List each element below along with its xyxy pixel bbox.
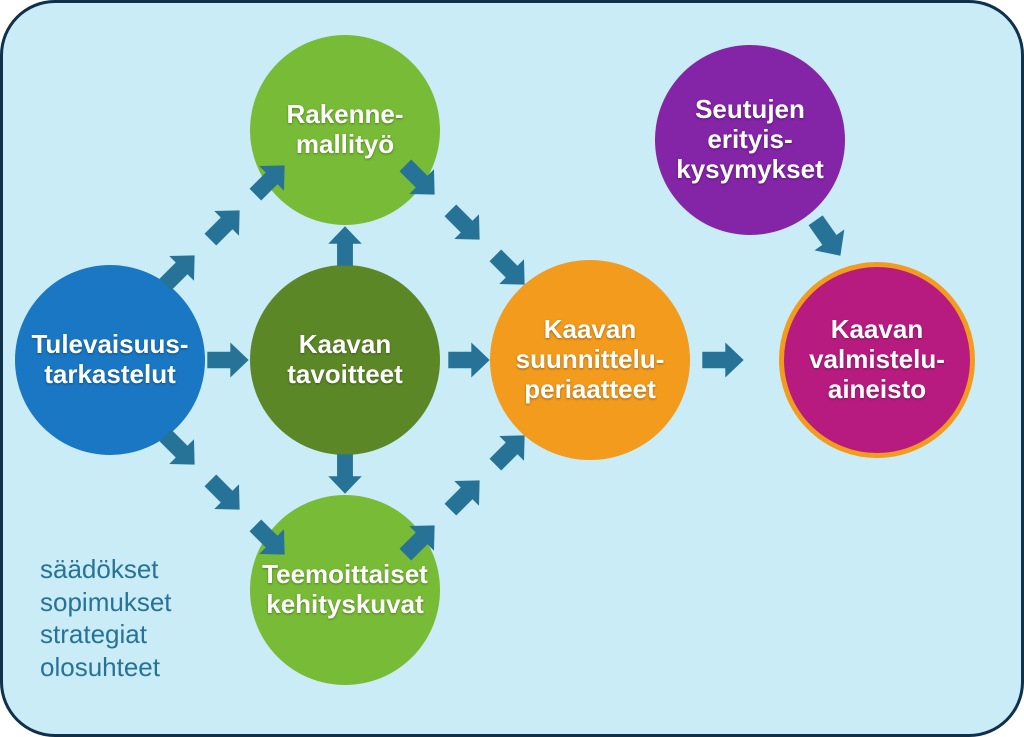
node-seutujen: Seutujen erityis- kysymykset xyxy=(655,45,845,235)
arrow-a15 xyxy=(323,452,367,496)
diagram-stage: Tulevaisuus- tarkastelutRakenne- mallity… xyxy=(0,0,1024,737)
arrow-a16 xyxy=(446,337,492,383)
node-valmistelu: Kaavan valmistelu- aineisto xyxy=(779,262,975,458)
footnote-text: säädökset sopimukset strategiat olosuhte… xyxy=(40,553,172,683)
arrow-a14 xyxy=(323,224,367,268)
arrow-a17 xyxy=(700,337,746,383)
node-tavoitteet: Kaavan tavoitteet xyxy=(250,265,440,455)
arrow-a7 xyxy=(205,337,251,383)
